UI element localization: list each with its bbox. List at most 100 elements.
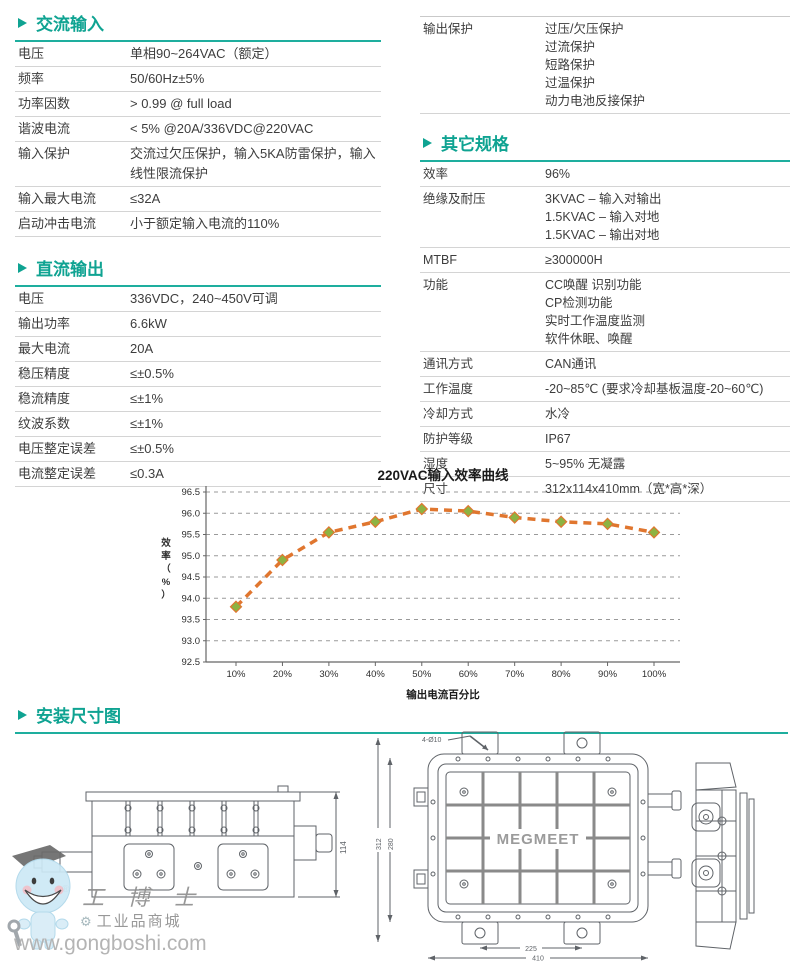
- row-label: 电流整定误差: [18, 466, 97, 481]
- row-label: 稳流精度: [18, 391, 71, 406]
- table-row: 工作温度 -20~85℃ (要求冷却基板温度-20~60℃): [420, 377, 790, 402]
- table-row: 输出保护 过压/欠压保护 过流保护 短路保护 过温保护 动力电池反接保护: [420, 16, 790, 114]
- row-value: 50/60Hz±5%: [130, 71, 205, 86]
- row-label: 通讯方式: [423, 357, 474, 371]
- row-label: 冷却方式: [423, 407, 474, 421]
- table-row: MTBF ≥300000H: [420, 248, 790, 273]
- row-label: 尺寸: [423, 482, 449, 496]
- row-value: 6.6kW: [130, 316, 167, 331]
- row-value: ≤0.3A: [130, 466, 164, 481]
- other-specs-table: 效率 96% 绝缘及耐压 3KVAC – 输入对输出 1.5KVAC – 输入对…: [420, 162, 790, 502]
- row-label: 频率: [18, 71, 45, 86]
- row-value: ≤±0.5%: [130, 366, 174, 381]
- row-label: 输出功率: [18, 316, 71, 331]
- value-line: 过流保护: [545, 40, 596, 54]
- row-label: 电压: [18, 291, 45, 306]
- watermark-subtitle: ⚙ 工业品商城: [80, 913, 182, 930]
- section-title: 其它规格: [441, 135, 509, 154]
- value-line: 1.5KVAC – 输入对地: [545, 210, 660, 224]
- svg-text:96.5: 96.5: [182, 487, 201, 498]
- table-row: 冷却方式 水冷: [420, 402, 790, 427]
- table-row: 纹波系数 ≤±1%: [15, 412, 381, 437]
- svg-text:10%: 10%: [226, 669, 246, 680]
- svg-text:93.5: 93.5: [182, 615, 201, 626]
- section-header-installation: 安装尺寸图: [15, 700, 788, 734]
- row-label: 输出保护: [423, 22, 474, 36]
- section-arrow-icon: [18, 262, 27, 273]
- table-row: 尺寸 312x114x410mm（宽*高*深）: [420, 477, 790, 502]
- svg-text:96.0: 96.0: [182, 508, 201, 519]
- table-row: 电流整定误差 ≤0.3A: [15, 462, 381, 487]
- svg-text:90%: 90%: [598, 669, 618, 680]
- row-value: < 5% @20A/336VDC@220VAC: [130, 121, 314, 136]
- value-line: 过温保护: [545, 76, 596, 90]
- table-row: 功能 CC唤醒 识别功能 CP检测功能 实时工作温度监测 软件休眠、唤醒: [420, 273, 790, 352]
- section-arrow-icon: [18, 709, 27, 720]
- hole-callout: 4-Ø10: [422, 737, 442, 744]
- dimension-depth: 410: [532, 956, 544, 961]
- row-value: ≤32A: [130, 191, 161, 206]
- output-protection-table: 输出保护 过压/欠压保护 过流保护 短路保护 过温保护 动力电池反接保护: [420, 16, 790, 114]
- table-row: 电压 336VDC，240~450V可调: [15, 287, 381, 312]
- row-value: 5~95% 无凝露: [545, 457, 626, 471]
- watermark-name: 工 博 士: [82, 885, 205, 910]
- row-value: 3KVAC – 输入对输出 1.5KVAC – 输入对地 1.5KVAC – 输…: [545, 190, 790, 244]
- svg-text:92.5: 92.5: [182, 657, 201, 668]
- row-label: 湿度: [423, 457, 449, 471]
- table-row: 稳流精度 ≤±1%: [15, 387, 381, 412]
- table-row: 输出功率 6.6kW: [15, 312, 381, 337]
- row-label: 稳压精度: [18, 366, 71, 381]
- table-row: 启动冲击电流 小于额定输入电流的110%: [15, 212, 381, 237]
- spec-column-right: 输出保护 过压/欠压保护 过流保护 短路保护 过温保护 动力电池反接保护 其它规…: [420, 16, 790, 502]
- section-title: 安装尺寸图: [36, 707, 121, 726]
- svg-text:40%: 40%: [366, 669, 386, 680]
- row-value: ≥300000H: [545, 253, 603, 267]
- svg-text:效: 效: [161, 537, 171, 549]
- row-value: CAN通讯: [545, 357, 597, 371]
- drawing-end-view: [691, 762, 755, 950]
- row-label: 输入最大电流: [18, 191, 97, 206]
- watermark: 工 博 士 ⚙ 工业品商城 www.gongboshi.com: [6, 840, 336, 960]
- row-label: 电压: [18, 46, 45, 61]
- table-row: 通讯方式 CAN通讯: [420, 352, 790, 377]
- svg-text:95.0: 95.0: [182, 551, 201, 562]
- dc-output-table: 电压 336VDC，240~450V可调 输出功率 6.6kW 最大电流 20A…: [15, 287, 381, 487]
- row-value: 交流过欠压保护，输入5KA防雷保护，输入线性限流保护: [130, 146, 376, 181]
- svg-text:20%: 20%: [273, 669, 293, 680]
- value-line: 1.5KVAC – 输出对地: [545, 228, 660, 242]
- svg-text:%: %: [162, 577, 171, 588]
- svg-text:94.5: 94.5: [182, 572, 201, 583]
- svg-text:）: ）: [161, 589, 171, 601]
- row-value: ≤±1%: [130, 416, 164, 431]
- value-line: 动力电池反接保护: [545, 94, 646, 108]
- drawing-top-view: 4-Ø10 MEGMEET 312: [375, 731, 682, 961]
- row-value: > 0.99 @ full load: [130, 96, 232, 111]
- spec-column-left: 交流输入 电压 单相90~264VAC（额定） 频率 50/60Hz±5% 功率…: [15, 8, 381, 487]
- installation-drawings: 114 ® 4-Ø10 MEGMEET: [33, 731, 755, 961]
- row-value: 过压/欠压保护 过流保护 短路保护 过温保护 动力电池反接保护: [545, 20, 790, 110]
- dimension-width-outer: 312: [376, 838, 383, 850]
- row-value: CC唤醒 识别功能 CP检测功能 实时工作温度监测 软件休眠、唤醒: [545, 276, 790, 348]
- row-label: 电压整定误差: [18, 441, 97, 456]
- table-row: 最大电流 20A: [15, 337, 381, 362]
- chart-title: 220VAC输入效率曲线: [377, 467, 509, 483]
- mascot-logo: [7, 845, 71, 950]
- mascot-smile: [24, 889, 62, 905]
- row-label: 功能: [423, 278, 449, 292]
- row-label: 纹波系数: [18, 416, 71, 431]
- value-line: 过压/欠压保护: [545, 22, 624, 36]
- row-value: IP67: [545, 432, 571, 446]
- table-row: 稳压精度 ≤±0.5%: [15, 362, 381, 387]
- row-value: ≤±1%: [130, 391, 164, 406]
- row-label: 防护等级: [423, 432, 474, 446]
- row-label: 绝缘及耐压: [423, 192, 486, 206]
- value-line: CP检测功能: [545, 296, 613, 310]
- table-row: 电压 单相90~264VAC（额定）: [15, 42, 381, 67]
- svg-text:率: 率: [161, 550, 171, 562]
- svg-text:60%: 60%: [459, 669, 479, 680]
- row-label: MTBF: [423, 253, 458, 267]
- svg-text:100%: 100%: [642, 669, 667, 680]
- svg-text:94.0: 94.0: [182, 593, 201, 604]
- value-line: 实时工作温度监测: [545, 314, 646, 328]
- brand-label: MEGMEET: [497, 831, 580, 848]
